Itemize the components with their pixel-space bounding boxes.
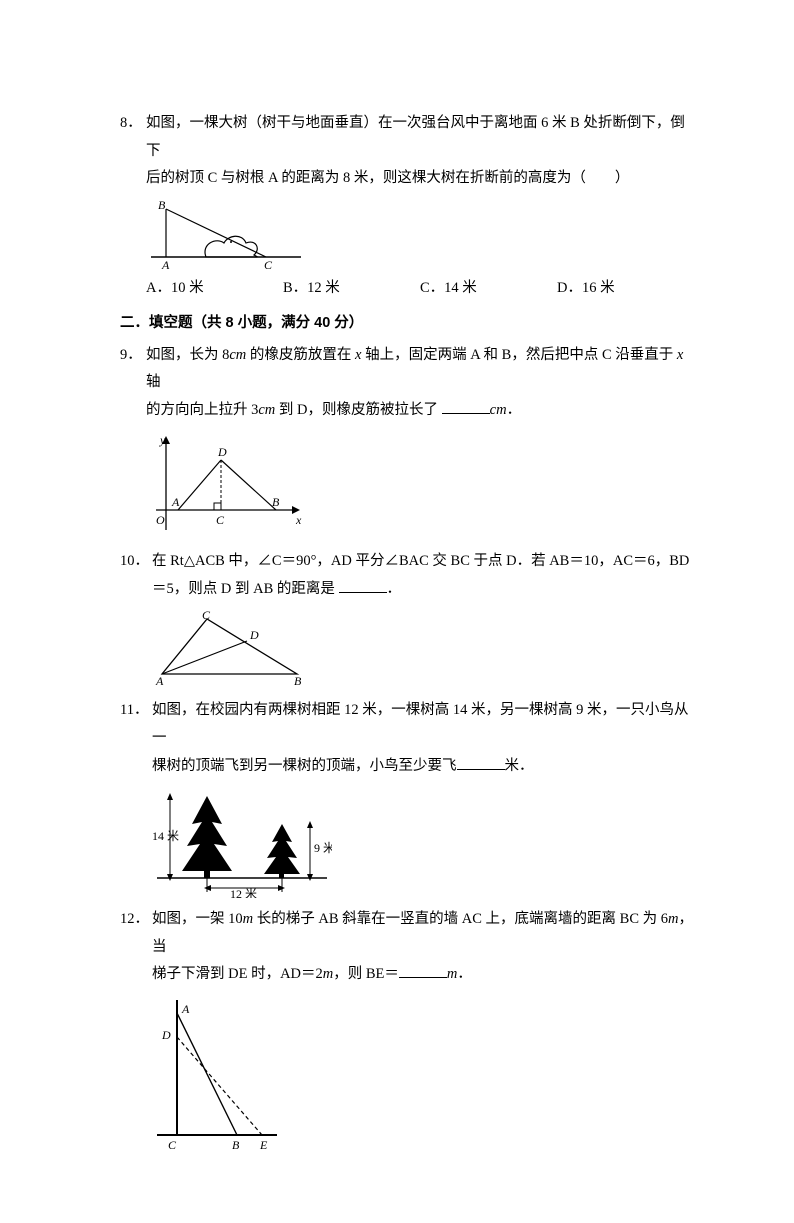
q8-figure: B A C — [146, 199, 694, 269]
q9-cm2: cm — [258, 402, 275, 418]
q11-label-h2: 9 米 — [314, 841, 332, 855]
q12-m4: m — [447, 966, 457, 982]
q9-label-O: O — [156, 513, 165, 527]
q12-label-D: D — [161, 1028, 171, 1042]
q9-l1a: 如图，长为 8 — [146, 347, 229, 363]
q12-m2: m — [668, 911, 678, 927]
q11-number: 11． — [120, 697, 152, 752]
q11-svg: 14 米 9 米 12 米 — [152, 786, 332, 898]
q8-line2: 后的树顶 C 与树根 A 的距离为 8 米，则这棵大树在折断前的高度为（ ） — [146, 165, 694, 193]
q11-label-d: 12 米 — [230, 887, 257, 898]
q9-label-A: A — [171, 495, 180, 509]
q8-svg: B A C — [146, 199, 306, 269]
q10-line2: ＝5，则点 D 到 AB 的距离是 ． — [152, 576, 694, 604]
q9-line1: 如图，长为 8cm 的橡皮筋放置在 x 轴上，固定两端 A 和 B，然后把中点 … — [146, 342, 694, 397]
q8-opt-C: C．14 米 — [420, 275, 557, 303]
q10-line1: 在 Rt△ACB 中，∠C＝90°，AD 平分∠BAC 交 BC 于点 D．若 … — [152, 548, 694, 576]
q8-opt-B: B．12 米 — [283, 275, 420, 303]
q10-label-A: A — [155, 674, 164, 688]
q12-m1: m — [243, 911, 253, 927]
q9-label-y: y — [159, 433, 166, 447]
q9-svg: y x O A B C D — [146, 430, 306, 540]
q12-figure: A D C B E — [152, 995, 694, 1155]
q11-l2b: 米． — [505, 758, 534, 774]
q12-label-E: E — [259, 1138, 268, 1152]
q9-l1b: 的橡皮筋放置在 — [246, 347, 355, 363]
q11-figure: 14 米 9 米 12 米 — [152, 786, 694, 898]
q9-number: 9． — [120, 342, 146, 397]
q12-number: 12． — [120, 906, 152, 961]
q8-line1: 如图，一棵大树（树干与地面垂直）在一次强台风中于离地面 6 米 B 处折断倒下，… — [146, 110, 694, 165]
q9-l2b: 到 D，则橡皮筋被拉长了 — [275, 402, 441, 418]
q9-l2a: 的方向向上拉升 3 — [146, 402, 258, 418]
q11-blank[interactable] — [457, 754, 505, 770]
question-11: 11． 如图，在校园内有两棵树相距 12 米，一棵树高 14 米，另一棵树高 9… — [120, 697, 694, 898]
q12-l1a: 如图，一架 10 — [152, 911, 243, 927]
q10-label-C: C — [202, 609, 211, 622]
q10-blank[interactable] — [339, 577, 387, 593]
q9-blank[interactable] — [442, 398, 490, 414]
q8-options: A．10 米 B．12 米 C．14 米 D．16 米 — [146, 275, 694, 303]
q10-label-B: B — [294, 674, 302, 688]
q8-label-A: A — [161, 258, 170, 269]
q9-x2: x — [677, 347, 683, 363]
q11-l2a: 棵树的顶端飞到另一棵树的顶端，小鸟至少要飞 — [152, 758, 457, 774]
q12-label-C: C — [168, 1138, 177, 1152]
q9-l1d: 轴 — [146, 374, 161, 390]
page: 8． 如图，一棵大树（树干与地面垂直）在一次强台风中于离地面 6 米 B 处折断… — [0, 0, 794, 1223]
q12-m3: m — [323, 966, 333, 982]
question-10: 10． 在 Rt△ACB 中，∠C＝90°，AD 平分∠BAC 交 BC 于点 … — [120, 548, 694, 689]
q10-number: 10． — [120, 548, 152, 576]
q12-l2c: ． — [457, 966, 472, 982]
q9-unit: cm — [490, 402, 507, 418]
q9-l1c: 轴上，固定两端 A 和 B，然后把中点 C 沿垂直于 — [361, 347, 676, 363]
q12-l1b: 长的梯子 AB 斜靠在一竖直的墙 AC 上，底端离墙的距离 BC 为 6 — [253, 911, 668, 927]
q8-opt-D: D．16 米 — [557, 275, 694, 303]
q10-figure: A B C D — [152, 609, 694, 689]
q9-l2c: ． — [507, 402, 522, 418]
question-8: 8． 如图，一棵大树（树干与地面垂直）在一次强台风中于离地面 6 米 B 处折断… — [120, 110, 694, 302]
question-12: 12． 如图，一架 10m 长的梯子 AB 斜靠在一竖直的墙 AC 上，底端离墙… — [120, 906, 694, 1155]
q12-svg: A D C B E — [152, 995, 282, 1155]
question-9: 9． 如图，长为 8cm 的橡皮筋放置在 x 轴上，固定两端 A 和 B，然后把… — [120, 342, 694, 541]
q11-line2: 棵树的顶端飞到另一棵树的顶端，小鸟至少要飞 米． — [152, 753, 694, 781]
q9-cm1: cm — [229, 347, 246, 363]
q8-label-C: C — [264, 258, 273, 269]
q9-label-D: D — [217, 445, 227, 459]
q9-line2: 的方向向上拉升 3cm 到 D，则橡皮筋被拉长了 cm． — [146, 397, 694, 425]
section-2-title: 二．填空题（共 8 小题，满分 40 分） — [120, 310, 694, 338]
q12-blank[interactable] — [399, 963, 447, 979]
q10-l2b: ． — [387, 581, 402, 597]
q12-l2b: ，则 BE＝ — [333, 966, 399, 982]
q8-label-B: B — [158, 199, 166, 212]
q11-label-h1: 14 米 — [152, 829, 179, 843]
q9-figure: y x O A B C D — [146, 430, 694, 540]
q11-line1: 如图，在校园内有两棵树相距 12 米，一棵树高 14 米，另一棵树高 9 米，一… — [152, 697, 694, 752]
q12-line1: 如图，一架 10m 长的梯子 AB 斜靠在一竖直的墙 AC 上，底端离墙的距离 … — [152, 906, 694, 961]
q8-number: 8． — [120, 110, 146, 165]
q12-l2a: 梯子下滑到 DE 时，AD＝2 — [152, 966, 323, 982]
q9-label-C: C — [216, 513, 225, 527]
q10-l2a: ＝5，则点 D 到 AB 的距离是 — [152, 581, 339, 597]
q10-label-D: D — [249, 628, 259, 642]
q10-svg: A B C D — [152, 609, 312, 689]
q12-line2: 梯子下滑到 DE 时，AD＝2m，则 BE＝m． — [152, 961, 694, 989]
q8-opt-A: A．10 米 — [146, 275, 283, 303]
q9-label-x: x — [295, 513, 302, 527]
q12-label-A: A — [181, 1002, 190, 1016]
q9-label-B: B — [272, 495, 280, 509]
q12-label-B: B — [232, 1138, 240, 1152]
